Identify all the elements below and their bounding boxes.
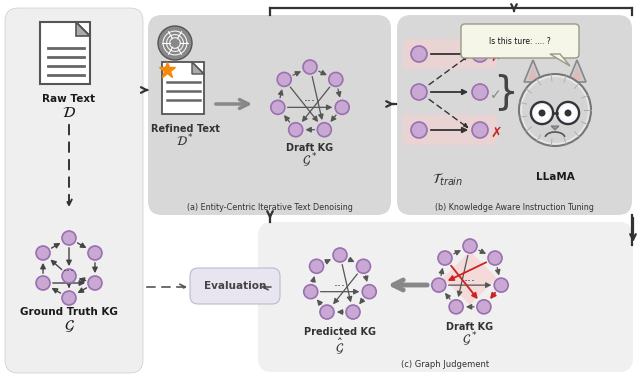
Circle shape [438, 251, 452, 265]
Text: ✓: ✓ [490, 88, 502, 102]
FancyBboxPatch shape [403, 39, 497, 69]
Text: }: } [493, 73, 518, 111]
Circle shape [561, 106, 575, 120]
Text: $\mathcal{G}^*$: $\mathcal{G}^*$ [462, 331, 477, 349]
FancyBboxPatch shape [461, 24, 579, 58]
Text: ···: ··· [464, 276, 476, 288]
FancyBboxPatch shape [162, 62, 204, 114]
Text: $\hat{\mathcal{G}}$: $\hat{\mathcal{G}}$ [335, 336, 344, 356]
Text: Refined Text: Refined Text [150, 124, 220, 134]
FancyBboxPatch shape [5, 8, 143, 373]
Circle shape [320, 305, 334, 319]
Text: $\mathcal{D}^*$: $\mathcal{D}^*$ [176, 133, 194, 150]
Circle shape [532, 103, 552, 123]
Circle shape [472, 84, 488, 100]
Circle shape [362, 285, 376, 299]
Circle shape [62, 231, 76, 245]
Polygon shape [528, 66, 538, 80]
Circle shape [538, 109, 545, 117]
Circle shape [411, 46, 427, 62]
FancyBboxPatch shape [190, 268, 280, 304]
Text: Is this ture: .... ?: Is this ture: .... ? [489, 36, 551, 46]
FancyBboxPatch shape [148, 15, 391, 215]
Circle shape [558, 103, 578, 123]
Circle shape [158, 26, 192, 60]
Text: ···: ··· [304, 95, 316, 109]
Circle shape [522, 77, 588, 143]
Text: (b) Knowledge Aware Instruction Tuning: (b) Knowledge Aware Instruction Tuning [435, 203, 593, 212]
Circle shape [432, 278, 446, 292]
Circle shape [557, 102, 579, 124]
Text: Raw Text: Raw Text [42, 94, 95, 104]
Circle shape [36, 246, 50, 260]
Polygon shape [443, 251, 497, 305]
Text: ···: ··· [334, 280, 346, 293]
FancyBboxPatch shape [403, 115, 497, 145]
Circle shape [36, 276, 50, 290]
Circle shape [535, 106, 549, 120]
Text: Predicted KG: Predicted KG [304, 327, 376, 337]
Circle shape [333, 248, 347, 262]
Circle shape [449, 300, 463, 314]
Circle shape [62, 269, 76, 283]
Polygon shape [572, 66, 582, 80]
Polygon shape [192, 62, 204, 74]
Circle shape [88, 276, 102, 290]
Text: ✗: ✗ [490, 50, 502, 64]
Circle shape [519, 74, 591, 146]
Text: (a) Entity-Centric Iterative Text Denoising: (a) Entity-Centric Iterative Text Denois… [187, 203, 353, 212]
Text: Ground Truth KG: Ground Truth KG [20, 307, 118, 317]
FancyBboxPatch shape [40, 22, 90, 84]
Circle shape [329, 73, 343, 86]
Polygon shape [524, 60, 542, 82]
Circle shape [494, 278, 508, 292]
Text: (c) Graph Judgement: (c) Graph Judgement [401, 360, 489, 369]
Circle shape [564, 109, 572, 117]
Circle shape [271, 100, 285, 114]
Circle shape [356, 259, 371, 273]
Circle shape [411, 84, 427, 100]
Text: LLaMA: LLaMA [536, 172, 574, 182]
Circle shape [303, 60, 317, 74]
Circle shape [88, 246, 102, 260]
Polygon shape [550, 54, 570, 66]
Circle shape [310, 259, 324, 273]
Text: $\mathcal{G}^*$: $\mathcal{G}^*$ [302, 152, 317, 170]
Circle shape [463, 239, 477, 253]
Circle shape [472, 122, 488, 138]
Text: ···: ··· [63, 266, 75, 279]
Circle shape [289, 123, 303, 137]
Circle shape [477, 300, 491, 314]
Circle shape [62, 291, 76, 305]
Polygon shape [568, 60, 586, 82]
Circle shape [304, 285, 317, 299]
Circle shape [531, 102, 553, 124]
FancyBboxPatch shape [258, 222, 633, 372]
FancyBboxPatch shape [397, 15, 632, 215]
Circle shape [346, 305, 360, 319]
Circle shape [317, 123, 332, 137]
Circle shape [277, 73, 291, 86]
Polygon shape [551, 126, 559, 130]
Text: $\mathcal{D}$: $\mathcal{D}$ [62, 105, 76, 120]
Circle shape [335, 100, 349, 114]
Circle shape [411, 122, 427, 138]
Text: $\mathcal{G}$: $\mathcal{G}$ [63, 318, 74, 334]
Text: ✗: ✗ [490, 126, 502, 140]
Polygon shape [76, 22, 90, 36]
Circle shape [472, 46, 488, 62]
Circle shape [488, 251, 502, 265]
Text: Draft KG: Draft KG [447, 322, 493, 332]
Text: Evaluation: Evaluation [204, 281, 266, 291]
Text: Draft KG: Draft KG [287, 143, 333, 153]
Text: $\mathcal{T}_{train}$: $\mathcal{T}_{train}$ [433, 172, 463, 188]
